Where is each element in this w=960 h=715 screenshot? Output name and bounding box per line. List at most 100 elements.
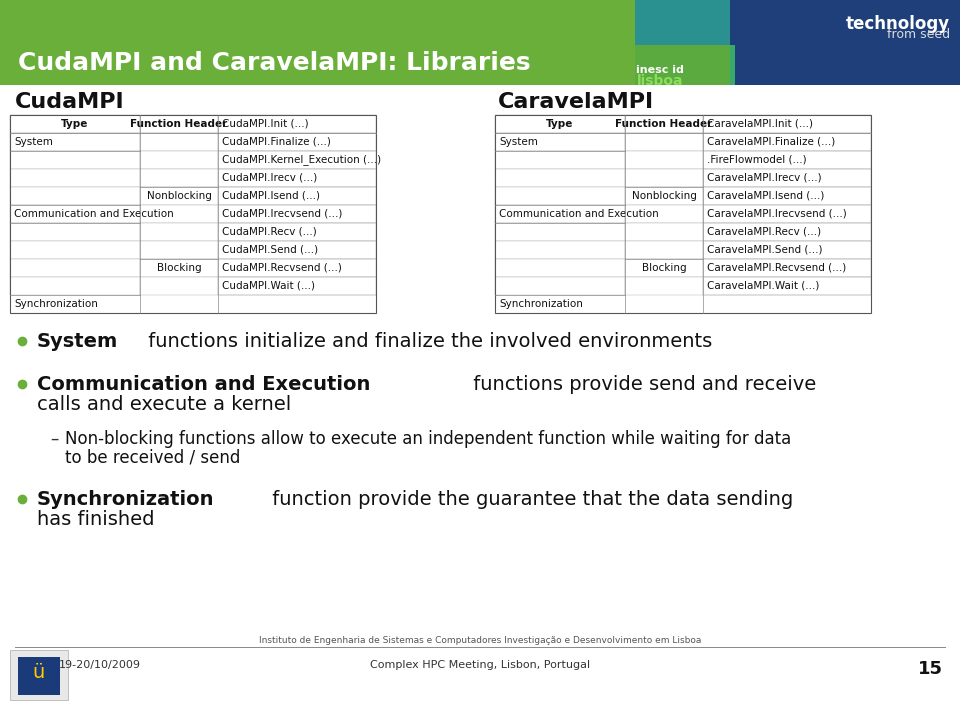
- Bar: [10, 259, 140, 277]
- Bar: [635, 0, 960, 50]
- Text: CaravelaMPI.Irecv (...): CaravelaMPI.Irecv (...): [707, 173, 822, 183]
- Text: Non-blocking functions allow to execute an independent function while waiting fo: Non-blocking functions allow to execute …: [65, 430, 791, 448]
- Text: CudaMPI.Irecv (...): CudaMPI.Irecv (...): [222, 173, 317, 183]
- Bar: [495, 241, 625, 259]
- Bar: [625, 115, 703, 133]
- Bar: [625, 205, 703, 223]
- Bar: [703, 169, 871, 187]
- Bar: [140, 277, 218, 295]
- Text: has finished: has finished: [37, 510, 155, 529]
- Bar: [140, 169, 218, 187]
- Text: –: –: [50, 430, 59, 448]
- Bar: [703, 241, 871, 259]
- Bar: [495, 169, 625, 187]
- Text: CudaMPI.Send (...): CudaMPI.Send (...): [222, 245, 318, 255]
- Bar: [0, 0, 960, 85]
- Bar: [703, 259, 871, 277]
- Bar: [218, 205, 376, 223]
- Text: Blocking: Blocking: [156, 263, 202, 273]
- Bar: [703, 277, 871, 295]
- Text: functions provide send and receive: functions provide send and receive: [468, 375, 816, 394]
- Bar: [495, 259, 625, 277]
- Bar: [495, 151, 625, 169]
- Bar: [703, 187, 871, 205]
- Bar: [495, 133, 625, 151]
- Bar: [635, 45, 730, 85]
- Bar: [703, 133, 871, 151]
- Bar: [10, 187, 140, 205]
- Text: CaravelaMPI.Init (...): CaravelaMPI.Init (...): [707, 119, 813, 129]
- Text: CudaMPI.Finalize (...): CudaMPI.Finalize (...): [222, 137, 331, 147]
- Bar: [140, 133, 218, 151]
- Text: System: System: [37, 332, 118, 351]
- Text: CudaMPI.Recvsend (...): CudaMPI.Recvsend (...): [222, 263, 342, 273]
- Text: CaravelaMPI.Recvsend (...): CaravelaMPI.Recvsend (...): [707, 263, 847, 273]
- Bar: [140, 241, 218, 259]
- Text: CaravelaMPI.Recv (...): CaravelaMPI.Recv (...): [707, 227, 821, 237]
- Bar: [140, 115, 218, 133]
- Bar: [625, 241, 703, 259]
- Text: Instituto de Engenharia de Sistemas e Computadores Investigação e Desenvolviment: Instituto de Engenharia de Sistemas e Co…: [259, 636, 701, 645]
- Bar: [140, 151, 218, 169]
- Text: CudaMPI: CudaMPI: [15, 92, 125, 112]
- Bar: [140, 205, 218, 223]
- Text: CudaMPI.Recv (...): CudaMPI.Recv (...): [222, 227, 317, 237]
- Bar: [625, 151, 703, 169]
- Bar: [218, 133, 376, 151]
- Text: CaravelaMPI: CaravelaMPI: [498, 92, 654, 112]
- Text: Type: Type: [61, 119, 88, 129]
- Text: CudaMPI.Wait (...): CudaMPI.Wait (...): [222, 281, 315, 291]
- Text: Function Header: Function Header: [615, 119, 712, 129]
- Bar: [495, 223, 625, 241]
- Text: ü: ü: [33, 664, 45, 683]
- Bar: [495, 115, 871, 313]
- Bar: [10, 133, 140, 151]
- Bar: [218, 277, 376, 295]
- Bar: [218, 241, 376, 259]
- Text: CaravelaMPI.Send (...): CaravelaMPI.Send (...): [707, 245, 823, 255]
- Text: Synchronization: Synchronization: [14, 299, 98, 309]
- Text: CudaMPI.Kernel_Execution (...): CudaMPI.Kernel_Execution (...): [222, 154, 381, 165]
- Text: CudaMPI.Init (...): CudaMPI.Init (...): [222, 119, 308, 129]
- Bar: [140, 187, 218, 205]
- Text: Synchronization: Synchronization: [37, 490, 214, 509]
- Text: CudaMPI.Irecvsend (...): CudaMPI.Irecvsend (...): [222, 209, 343, 219]
- Text: System: System: [14, 137, 53, 147]
- Text: calls and execute a kernel: calls and execute a kernel: [37, 395, 291, 414]
- Text: Complex HPC Meeting, Lisbon, Portugal: Complex HPC Meeting, Lisbon, Portugal: [370, 660, 590, 670]
- Bar: [495, 115, 625, 133]
- Bar: [703, 205, 871, 223]
- Text: lisboa: lisboa: [636, 74, 684, 88]
- Bar: [703, 115, 871, 133]
- Bar: [495, 115, 625, 133]
- Text: Function Header: Function Header: [131, 119, 228, 129]
- Text: CaravelaMPI.Isend (...): CaravelaMPI.Isend (...): [707, 191, 825, 201]
- Bar: [10, 277, 140, 295]
- Bar: [10, 115, 140, 133]
- Bar: [10, 169, 140, 187]
- Bar: [730, 0, 960, 85]
- Bar: [635, 45, 735, 85]
- Bar: [625, 277, 703, 295]
- Bar: [10, 115, 376, 313]
- Bar: [10, 241, 140, 259]
- Bar: [218, 187, 376, 205]
- Bar: [140, 115, 218, 133]
- Text: CaravelaMPI.Irecvsend (...): CaravelaMPI.Irecvsend (...): [707, 209, 847, 219]
- Bar: [625, 223, 703, 241]
- Text: CaravelaMPI.Finalize (...): CaravelaMPI.Finalize (...): [707, 137, 835, 147]
- Bar: [218, 151, 376, 169]
- Bar: [703, 223, 871, 241]
- Bar: [625, 133, 703, 151]
- Bar: [625, 187, 703, 205]
- Text: Communication and Execution: Communication and Execution: [499, 209, 659, 219]
- Bar: [10, 151, 140, 169]
- Bar: [625, 115, 703, 133]
- Text: 15: 15: [918, 660, 943, 678]
- Text: to be received / send: to be received / send: [65, 448, 240, 466]
- Text: inesc id: inesc id: [636, 65, 684, 75]
- Bar: [703, 151, 871, 169]
- Text: Type: Type: [546, 119, 574, 129]
- Text: Nonblocking: Nonblocking: [632, 191, 696, 201]
- Text: Blocking: Blocking: [641, 263, 686, 273]
